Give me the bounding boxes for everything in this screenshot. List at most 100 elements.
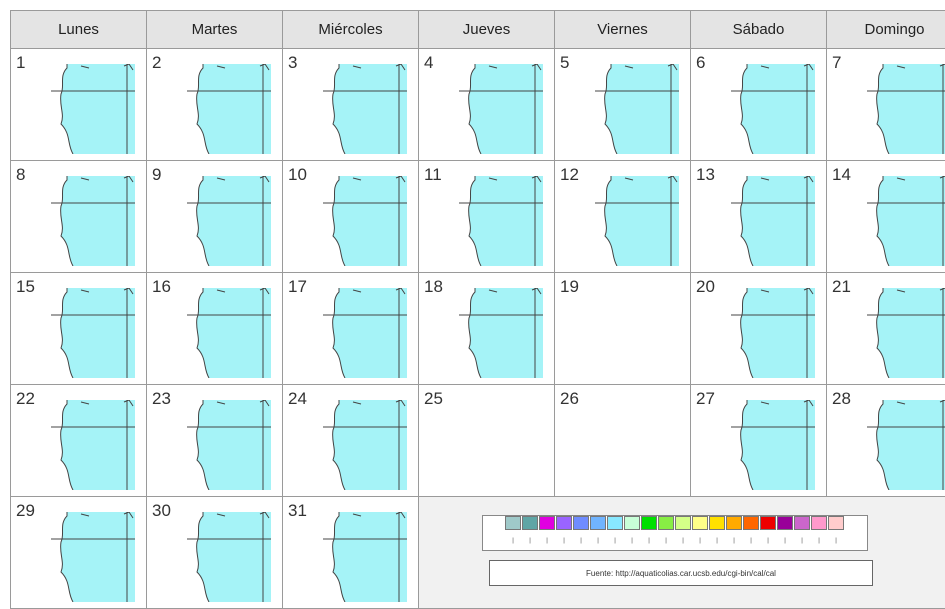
legend-area: [419, 497, 945, 609]
ocean-map-thumbnail[interactable]: [323, 176, 407, 266]
day-cell[interactable]: 16: [147, 273, 283, 385]
legend-tick: |: [733, 538, 735, 544]
day-cell[interactable]: 18: [419, 273, 555, 385]
ocean-map-thumbnail[interactable]: [595, 176, 679, 266]
day-cell[interactable]: 13: [691, 161, 827, 273]
day-cell[interactable]: 2: [147, 49, 283, 161]
legend-swatch: [539, 516, 555, 530]
day-cell[interactable]: 26: [555, 385, 691, 497]
ocean-map-thumbnail[interactable]: [731, 288, 815, 378]
ocean-map-thumbnail[interactable]: [323, 288, 407, 378]
ocean-map-thumbnail[interactable]: [51, 176, 135, 266]
ocean-map-thumbnail[interactable]: [187, 288, 271, 378]
ocean-map-thumbnail[interactable]: [731, 176, 815, 266]
day-cell[interactable]: 11: [419, 161, 555, 273]
day-cell[interactable]: 6: [691, 49, 827, 161]
day-cell[interactable]: 25: [419, 385, 555, 497]
day-cell[interactable]: 12: [555, 161, 691, 273]
day-cell[interactable]: 27: [691, 385, 827, 497]
ocean-map-thumbnail[interactable]: [323, 64, 407, 154]
day-cell[interactable]: 19: [555, 273, 691, 385]
day-number: 26: [560, 389, 579, 408]
day-cell[interactable]: 30: [147, 497, 283, 609]
ocean-map-thumbnail[interactable]: [595, 64, 679, 154]
ocean-map-thumbnail[interactable]: [731, 64, 815, 154]
legend-tick: |: [546, 538, 548, 544]
day-cell[interactable]: 14: [827, 161, 945, 273]
legend-tick: |: [512, 538, 514, 544]
day-cell[interactable]: 3: [283, 49, 419, 161]
day-number: 25: [424, 389, 443, 408]
ocean-map-thumbnail[interactable]: [51, 64, 135, 154]
ocean-map-thumbnail[interactable]: [459, 288, 543, 378]
day-cell[interactable]: 24: [283, 385, 419, 497]
ocean-map-thumbnail[interactable]: [187, 512, 271, 602]
ocean-map-thumbnail[interactable]: [51, 512, 135, 602]
day-cell[interactable]: 17: [283, 273, 419, 385]
day-cell[interactable]: 9: [147, 161, 283, 273]
ocean-map-thumbnail[interactable]: [187, 64, 271, 154]
ocean-map-thumbnail[interactable]: [867, 288, 945, 378]
legend-swatch: [726, 516, 742, 530]
day-number: 7: [832, 53, 842, 72]
day-number: 27: [696, 389, 715, 408]
legend-tick: |: [614, 538, 616, 544]
legend-swatch: [811, 516, 827, 530]
day-number: 22: [16, 389, 35, 408]
ocean-map-thumbnail[interactable]: [323, 512, 407, 602]
day-number: 12: [560, 165, 579, 184]
ocean-map-thumbnail[interactable]: [867, 400, 945, 490]
legend-tick: |: [563, 538, 565, 544]
day-cell[interactable]: 20: [691, 273, 827, 385]
ocean-map-thumbnail[interactable]: [187, 176, 271, 266]
ocean-map-thumbnail[interactable]: [187, 400, 271, 490]
ocean-map-thumbnail[interactable]: [51, 400, 135, 490]
day-number: 13: [696, 165, 715, 184]
calendar-grid: Lunes Martes Miércoles Jueves Viernes Sábado D…: [10, 10, 945, 609]
legend-swatch: [556, 516, 572, 530]
ocean-map-thumbnail[interactable]: [867, 64, 945, 154]
ocean-map-thumbnail[interactable]: [323, 400, 407, 490]
weekday-header: Jueves: [419, 11, 555, 49]
legend-swatch: [505, 516, 521, 530]
day-cell[interactable]: 1: [11, 49, 147, 161]
day-cell[interactable]: 29: [11, 497, 147, 609]
ocean-map-thumbnail[interactable]: [459, 176, 543, 266]
legend-swatch: [675, 516, 691, 530]
ocean-map-thumbnail[interactable]: [459, 64, 543, 154]
ocean-map-thumbnail[interactable]: [867, 176, 945, 266]
legend-tick: |: [699, 538, 701, 544]
day-cell[interactable]: 15: [11, 273, 147, 385]
legend-swatches: [505, 516, 845, 530]
legend-tick: |: [682, 538, 684, 544]
day-number: 3: [288, 53, 298, 72]
legend-swatch: [641, 516, 657, 530]
legend-swatch: [658, 516, 674, 530]
day-number: 6: [696, 53, 706, 72]
legend-swatch: [692, 516, 708, 530]
weekday-header: Lunes: [11, 11, 147, 49]
day-cell[interactable]: 23: [147, 385, 283, 497]
day-cell[interactable]: 10: [283, 161, 419, 273]
day-cell[interactable]: 8: [11, 161, 147, 273]
day-number: 29: [16, 501, 35, 520]
day-number: 14: [832, 165, 851, 184]
day-number: 31: [288, 501, 307, 520]
day-number: 30: [152, 501, 171, 520]
legend-tick: |: [818, 538, 820, 544]
day-cell[interactable]: 4: [419, 49, 555, 161]
day-cell[interactable]: 31: [283, 497, 419, 609]
day-cell[interactable]: 7: [827, 49, 945, 161]
ocean-map-thumbnail[interactable]: [731, 400, 815, 490]
legend-swatch: [590, 516, 606, 530]
color-scale-legend: | | | | | | | | | | | | | | | | | | | |: [482, 515, 868, 551]
legend-tick: |: [665, 538, 667, 544]
day-number: 23: [152, 389, 171, 408]
legend-swatch: [777, 516, 793, 530]
day-cell[interactable]: 28: [827, 385, 945, 497]
ocean-map-thumbnail[interactable]: [51, 288, 135, 378]
weekday-header: Miércoles: [283, 11, 419, 49]
day-cell[interactable]: 22: [11, 385, 147, 497]
day-cell[interactable]: 21: [827, 273, 945, 385]
day-cell[interactable]: 5: [555, 49, 691, 161]
